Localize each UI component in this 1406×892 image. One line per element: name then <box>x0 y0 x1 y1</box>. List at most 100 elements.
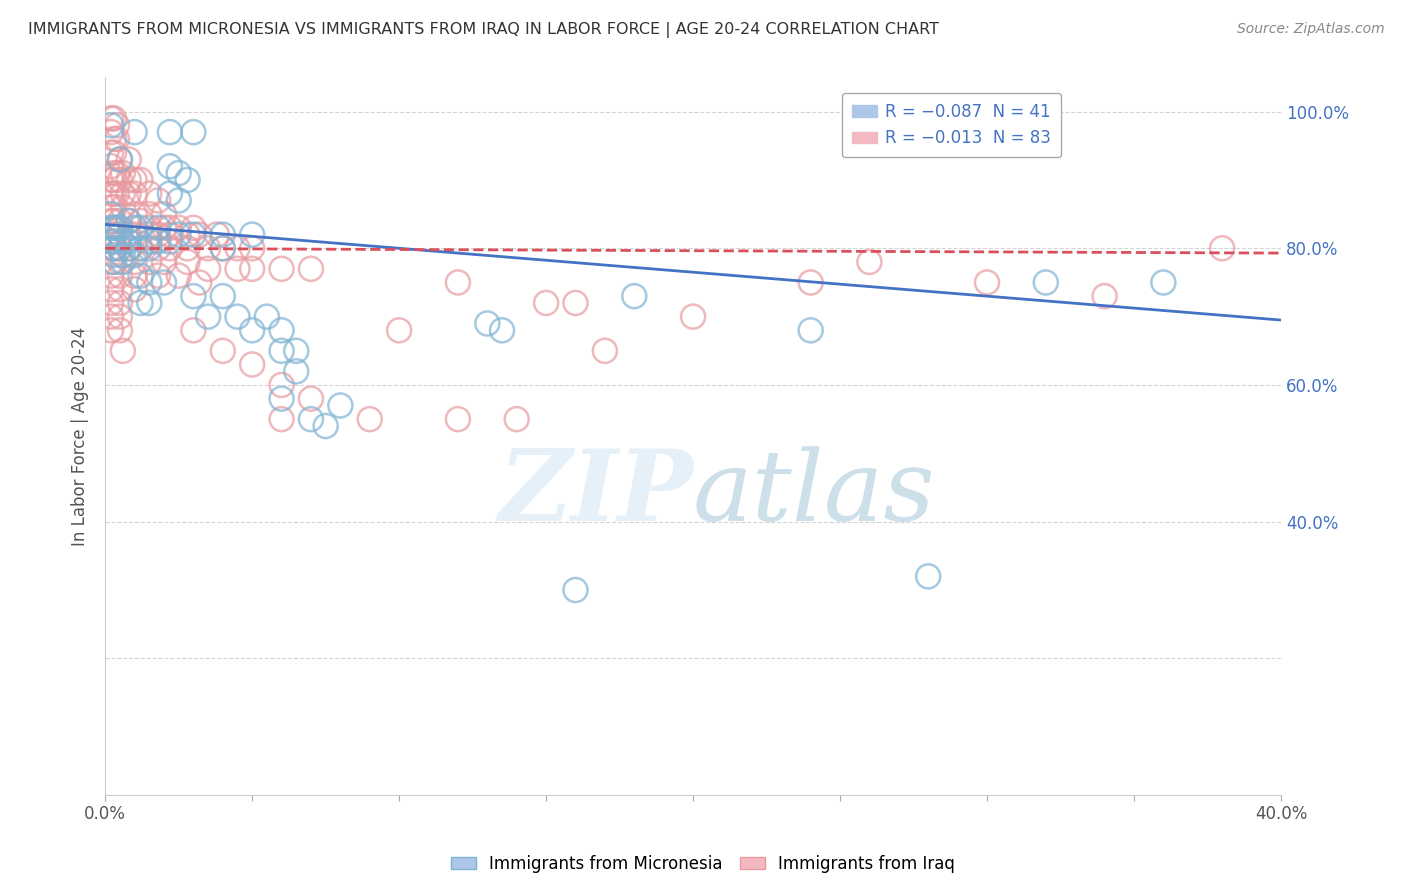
Point <box>100 296 122 310</box>
Point <box>129 214 152 228</box>
Point <box>359 412 381 426</box>
Point <box>146 220 169 235</box>
Point <box>118 173 141 187</box>
Point <box>270 412 292 426</box>
Point <box>240 241 263 255</box>
Point <box>108 173 131 187</box>
Point <box>159 186 181 201</box>
Point <box>167 268 190 283</box>
Point <box>100 112 122 126</box>
Point <box>111 235 134 249</box>
Point <box>103 227 125 242</box>
Point <box>176 255 198 269</box>
Point <box>100 186 122 201</box>
Point <box>226 310 249 324</box>
Point <box>211 289 233 303</box>
Point <box>240 323 263 337</box>
Point <box>197 310 219 324</box>
Point <box>388 323 411 337</box>
Point <box>447 412 470 426</box>
Point <box>167 194 190 208</box>
Point <box>146 235 169 249</box>
Text: ZIP: ZIP <box>498 445 693 542</box>
Point <box>270 392 292 406</box>
Point <box>256 310 278 324</box>
Point <box>623 289 645 303</box>
Point <box>100 255 122 269</box>
Point <box>124 207 146 221</box>
Point <box>917 569 939 583</box>
Point <box>111 200 134 214</box>
Point <box>108 282 131 296</box>
Point <box>111 343 134 358</box>
Point <box>205 227 228 242</box>
Point <box>105 166 128 180</box>
Point <box>270 378 292 392</box>
Point <box>315 419 337 434</box>
Point <box>124 173 146 187</box>
Point <box>100 241 122 255</box>
Point <box>103 166 125 180</box>
Point <box>100 207 122 221</box>
Point <box>176 227 198 242</box>
Point <box>103 132 125 146</box>
Point <box>800 276 823 290</box>
Point <box>240 227 263 242</box>
Point <box>146 194 169 208</box>
Point <box>682 310 704 324</box>
Point <box>197 261 219 276</box>
Point <box>299 392 322 406</box>
Point <box>129 241 152 255</box>
Point <box>534 296 557 310</box>
Point <box>124 227 146 242</box>
Point <box>159 235 181 249</box>
Point <box>103 173 125 187</box>
Point <box>329 399 352 413</box>
Point <box>105 220 128 235</box>
Point <box>108 310 131 324</box>
Point <box>153 207 176 221</box>
Text: atlas: atlas <box>693 446 936 541</box>
Point <box>111 186 134 201</box>
Point <box>129 220 152 235</box>
Point <box>188 276 211 290</box>
Point <box>138 255 160 269</box>
Point <box>240 261 263 276</box>
Point <box>108 227 131 242</box>
Point <box>100 173 122 187</box>
Point <box>108 296 131 310</box>
Point <box>564 296 586 310</box>
Point <box>103 241 125 255</box>
Point <box>118 186 141 201</box>
Point <box>211 241 233 255</box>
Point <box>138 276 160 290</box>
Point <box>100 145 122 160</box>
Point <box>100 282 122 296</box>
Point <box>176 173 198 187</box>
Point <box>129 268 152 283</box>
Point <box>197 241 219 255</box>
Point <box>159 159 181 173</box>
Point <box>285 343 308 358</box>
Legend: Immigrants from Micronesia, Immigrants from Iraq: Immigrants from Micronesia, Immigrants f… <box>444 848 962 880</box>
Point <box>103 112 125 126</box>
Point <box>111 248 134 262</box>
Point <box>103 241 125 255</box>
Point <box>103 248 125 262</box>
Point <box>118 153 141 167</box>
Point <box>118 241 141 255</box>
Legend: R = −0.087  N = 41, R = −0.013  N = 83: R = −0.087 N = 41, R = −0.013 N = 83 <box>842 93 1062 157</box>
Point <box>159 220 181 235</box>
Point <box>100 220 122 235</box>
Point <box>477 317 499 331</box>
Point <box>100 323 122 337</box>
Point <box>299 261 322 276</box>
Text: IMMIGRANTS FROM MICRONESIA VS IMMIGRANTS FROM IRAQ IN LABOR FORCE | AGE 20-24 CO: IMMIGRANTS FROM MICRONESIA VS IMMIGRANTS… <box>28 22 939 38</box>
Point <box>103 186 125 201</box>
Point <box>124 268 146 283</box>
Point <box>129 173 152 187</box>
Point <box>447 276 470 290</box>
Point <box>138 207 160 221</box>
Point <box>138 227 160 242</box>
Point <box>138 235 160 249</box>
